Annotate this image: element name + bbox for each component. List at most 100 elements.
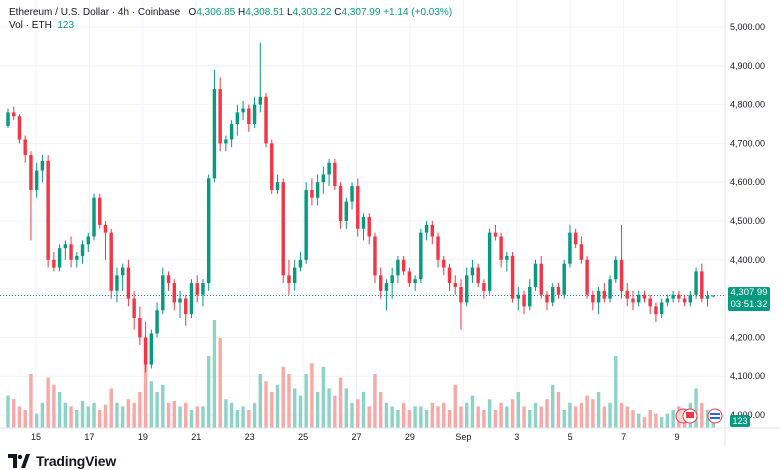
time-tick-label: 27 <box>351 432 361 442</box>
volume-bar <box>413 406 417 428</box>
candle <box>161 267 165 315</box>
candle-body <box>189 283 194 315</box>
candle <box>637 290 641 307</box>
candle-body <box>602 290 607 299</box>
candle <box>350 182 354 210</box>
volume-bar <box>235 410 240 428</box>
candle-body <box>229 124 234 140</box>
candle-body <box>619 259 624 291</box>
candle <box>711 295 715 298</box>
high-label: H <box>238 7 246 18</box>
price-tick-label: 5,000.00 <box>730 22 765 32</box>
volume-bar <box>333 395 337 428</box>
time-tick-label: 9 <box>674 432 679 442</box>
candle <box>12 106 16 121</box>
candle-body <box>29 155 33 190</box>
volume-bar <box>287 374 291 428</box>
candle-body <box>161 275 165 311</box>
candle-body <box>436 236 440 260</box>
candle <box>447 263 452 291</box>
time-tick-label: 25 <box>298 432 308 442</box>
candle <box>654 302 658 322</box>
tradingview-logo[interactable]: TradingView <box>8 452 116 470</box>
candle <box>396 255 400 284</box>
close-value: 4,307.99 <box>341 7 381 18</box>
volume-bar <box>384 402 389 428</box>
candle-body <box>46 160 50 260</box>
candle-body <box>356 186 360 229</box>
volume-bar <box>161 384 165 428</box>
candle <box>459 279 463 330</box>
volume-bar <box>57 392 62 428</box>
volume-bar <box>12 399 16 428</box>
volume-bar <box>447 410 452 428</box>
volume-legend: Vol · ETH 123 <box>9 19 74 32</box>
candle <box>115 267 119 303</box>
volume-bar <box>34 413 39 428</box>
volume-bar <box>344 388 349 428</box>
flag-icon <box>686 412 694 418</box>
candle <box>631 290 635 311</box>
time-tick-label: 19 <box>138 432 148 442</box>
candle-body <box>57 248 62 268</box>
candle <box>671 290 675 303</box>
symbol-title[interactable]: Ethereum / U.S. Dollar · 4h · Coinbase <box>9 7 181 18</box>
candle-body <box>442 259 446 268</box>
candle <box>378 267 383 299</box>
candle-body <box>52 259 56 268</box>
candle <box>625 283 629 307</box>
candle <box>493 224 498 241</box>
candle <box>143 321 148 373</box>
volume-bar <box>6 395 10 428</box>
candle-body <box>533 263 538 287</box>
candle <box>464 267 469 307</box>
candle <box>424 221 429 241</box>
volume-bar <box>195 406 199 428</box>
candle-body <box>373 236 377 276</box>
candle <box>700 263 704 303</box>
candle <box>304 182 308 264</box>
candle <box>29 151 33 241</box>
volume-bar <box>292 388 297 428</box>
candle <box>665 294 670 307</box>
volume-bar <box>201 406 205 428</box>
candle <box>86 232 90 253</box>
candle-body <box>700 271 704 299</box>
volume-bar <box>29 374 33 428</box>
volume-label[interactable]: Vol · ETH <box>9 20 52 31</box>
candle <box>545 290 549 311</box>
candle <box>69 236 73 268</box>
candle-body <box>270 143 274 190</box>
candle-body <box>367 217 371 237</box>
candle-body <box>287 275 291 284</box>
candle <box>281 178 285 284</box>
volume-bar <box>218 338 222 428</box>
candle-body <box>493 232 498 237</box>
candle <box>75 252 79 268</box>
volume-bar <box>166 402 171 428</box>
volume-bar <box>252 402 257 428</box>
time-tick-label: 23 <box>245 432 255 442</box>
candle-body <box>201 283 205 295</box>
candle <box>103 221 108 260</box>
candle-body <box>12 112 16 117</box>
candle <box>682 294 687 307</box>
candle <box>57 244 62 272</box>
candle-body <box>487 232 492 291</box>
candle <box>608 275 612 303</box>
volume-bar <box>126 399 131 428</box>
candle <box>556 283 561 299</box>
candle-body <box>155 310 159 334</box>
time-tick-label: 15 <box>31 432 41 442</box>
open-label: O <box>188 7 197 18</box>
high-value: 4,308.51 <box>245 7 285 18</box>
volume-bar <box>224 399 228 428</box>
candle-body <box>80 244 85 256</box>
candle <box>579 236 584 264</box>
volume-bar <box>229 402 234 428</box>
volume-bar <box>625 406 629 428</box>
candle <box>505 252 509 272</box>
candle <box>648 294 652 315</box>
